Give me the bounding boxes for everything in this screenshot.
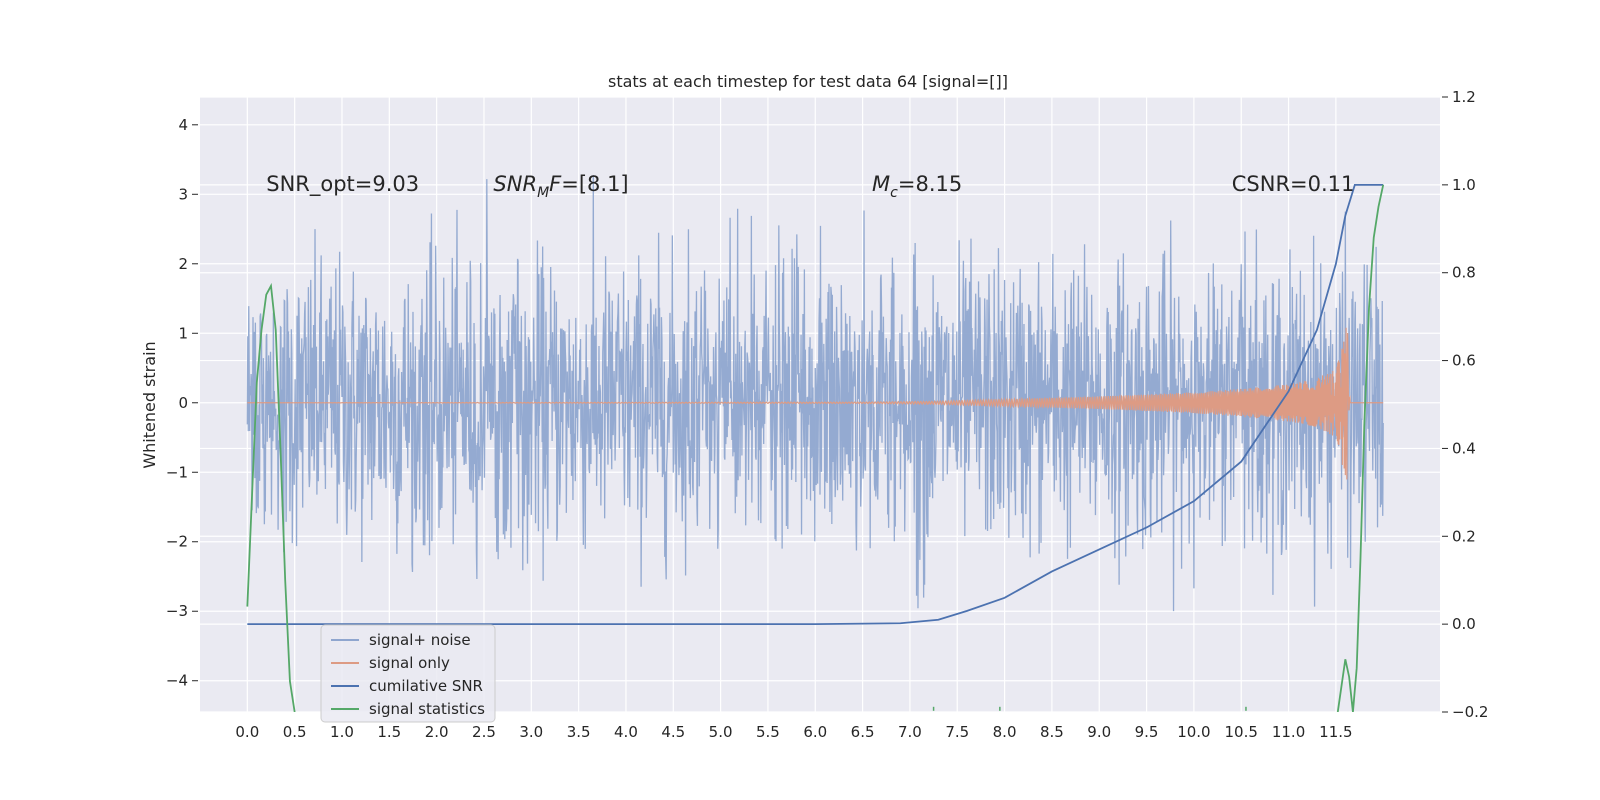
legend-label: signal statistics: [369, 700, 485, 718]
legend: signal+ noise signal only cumilative SNR si…: [320, 624, 496, 723]
y2-tick-label: 0.6: [1452, 352, 1476, 370]
x-tick-label: 8.0: [993, 723, 1017, 741]
y2-tick-label: 0.4: [1452, 439, 1476, 457]
x-tick-label: 11.0: [1272, 723, 1305, 741]
y-tick-label: 2: [178, 255, 188, 273]
legend-label: cumilative SNR: [369, 677, 483, 695]
annotation: CSNR=0.11: [1232, 172, 1355, 196]
x-tick-label: 11.5: [1319, 723, 1352, 741]
y-tick-label: −1: [166, 463, 188, 481]
x-tick-label: 5.0: [709, 723, 733, 741]
x-tick-label: 4.5: [661, 723, 685, 741]
legend-label: signal+ noise: [369, 631, 471, 649]
series-signal-only: [247, 327, 1384, 480]
x-tick-label: 9.0: [1087, 723, 1111, 741]
y2-tick-label: 0.0: [1452, 615, 1476, 633]
y-tick-label: −3: [166, 602, 188, 620]
x-tick-label: 1.5: [377, 723, 401, 741]
y-axis-label: Whitened strain: [140, 341, 159, 468]
x-axis: 0.0 0.5 1.0 1.5 2.0 2.5 3.0 3.5 4.0 4.5 5.0 5.5 6.0 6…: [235, 723, 1352, 741]
y2-tick-label: 0.8: [1452, 264, 1476, 282]
x-tick-label: 7.0: [898, 723, 922, 741]
y-axis-right: −0.2 0.0 0.2 0.4 0.6 0.8 1.0 1.2: [1442, 88, 1488, 721]
x-tick-label: 10.0: [1177, 723, 1210, 741]
x-tick-label: 0.0: [235, 723, 259, 741]
x-tick-label: 3.0: [519, 723, 543, 741]
legend-label: signal only: [369, 654, 450, 672]
y-axis-left: −4 −3 −2 −1 0 1 2 3 4: [166, 116, 198, 690]
x-tick-label: 4.0: [614, 723, 638, 741]
x-tick-label: 5.5: [756, 723, 780, 741]
x-tick-label: 2.0: [425, 723, 449, 741]
series-layer: [246, 175, 1385, 712]
annotation: SNRMF=[8.1]: [493, 172, 628, 201]
y-tick-label: 1: [178, 324, 188, 342]
y2-tick-label: 0.2: [1452, 527, 1476, 545]
y-tick-label: 4: [178, 116, 188, 134]
y-tick-label: −4: [166, 672, 188, 690]
x-tick-label: 3.5: [567, 723, 591, 741]
x-tick-label: 0.5: [283, 723, 307, 741]
series-signal-noise: [246, 175, 1384, 612]
series-signal-statistics-tail: [1336, 184, 1385, 712]
series-signal-statistics: [246, 282, 296, 712]
series-cumulative-snr: [247, 183, 1384, 626]
x-tick-label: 1.0: [330, 723, 354, 741]
annotation: SNR_opt=9.03: [266, 172, 419, 197]
x-tick-label: 6.0: [803, 723, 827, 741]
chart-title: stats at each timestep for test data 64 …: [608, 72, 1008, 91]
y2-tick-label: 1.0: [1452, 176, 1476, 194]
annotations: SNR_opt=9.03 SNRMF=[8.1] Mc=8.15 CSNR=0.11: [266, 172, 1354, 201]
x-tick-label: 7.5: [945, 723, 969, 741]
x-tick-label: 8.5: [1040, 723, 1064, 741]
y-tick-label: 0: [178, 394, 188, 412]
x-tick-label: 6.5: [851, 723, 875, 741]
x-tick-label: 2.5: [472, 723, 496, 741]
annotation: Mc=8.15: [872, 172, 962, 201]
y2-tick-label: 1.2: [1452, 88, 1476, 106]
x-tick-label: 9.5: [1135, 723, 1159, 741]
y-tick-label: 3: [178, 185, 188, 203]
y-tick-label: −2: [166, 533, 188, 551]
y2-tick-label: −0.2: [1452, 703, 1488, 721]
legend-box: [320, 624, 496, 723]
x-tick-label: 10.5: [1225, 723, 1258, 741]
